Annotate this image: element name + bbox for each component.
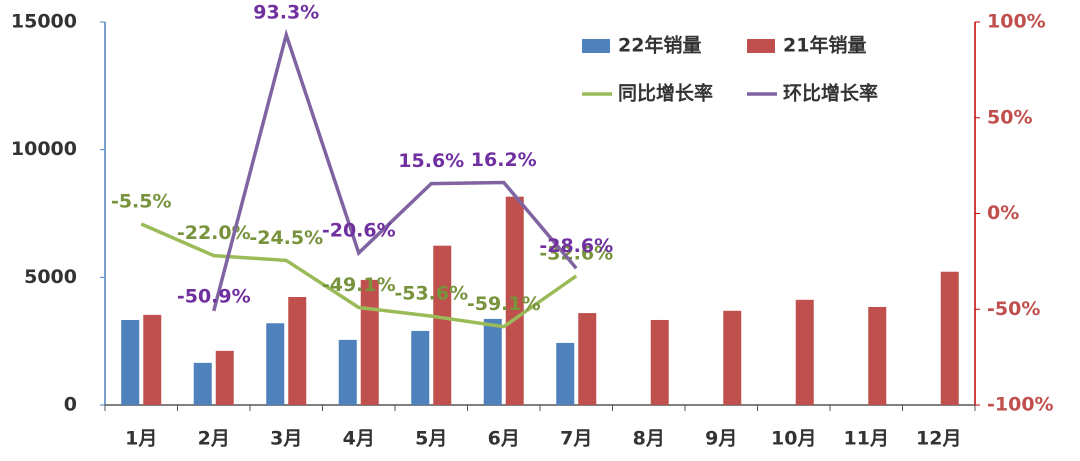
- bar: [338, 339, 357, 405]
- y2-tick-label: 50%: [987, 106, 1032, 128]
- bar: [143, 314, 162, 405]
- bar: [193, 362, 212, 405]
- legend-swatch: [747, 39, 775, 53]
- legend-swatch: [582, 39, 610, 53]
- x-tick-label: 5月: [415, 428, 447, 450]
- data-label: 15.6%: [398, 150, 464, 172]
- x-tick-label: 12月: [916, 428, 961, 450]
- y-tick-label: 5000: [24, 266, 77, 288]
- bar: [940, 271, 959, 405]
- y-tick-label: 0: [64, 394, 77, 416]
- y2-tick-label: 0%: [987, 202, 1019, 224]
- bar: [433, 245, 452, 405]
- legend-label: 同比增长率: [618, 82, 713, 105]
- bar: [578, 313, 597, 405]
- bar: [556, 342, 575, 405]
- legend-label: 环比增长率: [783, 82, 878, 105]
- line: [212, 28, 578, 312]
- data-label: -59.1%: [467, 293, 541, 315]
- data-label: 16.2%: [471, 149, 537, 171]
- bar: [215, 350, 234, 405]
- x-tick-label: 8月: [633, 428, 665, 450]
- line: [140, 222, 578, 329]
- bar: [288, 296, 307, 405]
- y-tick-label: 15000: [11, 11, 77, 33]
- data-label: -22.0%: [177, 222, 251, 244]
- bar: [411, 330, 430, 405]
- x-tick-label: 1月: [125, 428, 157, 450]
- data-label: -49.1%: [322, 274, 396, 296]
- y2-tick-label: -50%: [987, 298, 1040, 320]
- bar: [723, 310, 742, 405]
- data-label: 93.3%: [253, 1, 319, 23]
- y2-tick-label: 100%: [987, 11, 1046, 33]
- bar: [483, 318, 502, 405]
- x-tick-label: 11月: [844, 428, 889, 450]
- data-label: -24.5%: [249, 227, 323, 249]
- bar: [360, 279, 379, 405]
- legend-label: 22年销量: [618, 34, 701, 57]
- bar: [121, 319, 140, 405]
- x-tick-label: 10月: [771, 428, 816, 450]
- x-tick-label: 3月: [270, 428, 302, 450]
- data-label: -50.9%: [177, 285, 251, 307]
- x-tick-label: 6月: [488, 428, 520, 450]
- x-tick-label: 9月: [705, 428, 737, 450]
- bar: [795, 299, 814, 405]
- data-label: -53.6%: [394, 283, 468, 305]
- bar: [868, 306, 887, 405]
- bar: [650, 319, 669, 405]
- data-label: -28.6%: [539, 235, 613, 257]
- bar: [266, 323, 285, 405]
- data-label: -5.5%: [111, 191, 172, 213]
- data-label: -20.6%: [322, 219, 396, 241]
- legend-label: 21年销量: [783, 34, 866, 57]
- y-tick-label: 10000: [11, 138, 77, 160]
- x-tick-label: 7月: [560, 428, 592, 450]
- bar: [505, 196, 524, 405]
- y2-tick-label: -100%: [987, 394, 1054, 416]
- x-tick-label: 2月: [198, 428, 230, 450]
- x-tick-label: 4月: [343, 428, 375, 450]
